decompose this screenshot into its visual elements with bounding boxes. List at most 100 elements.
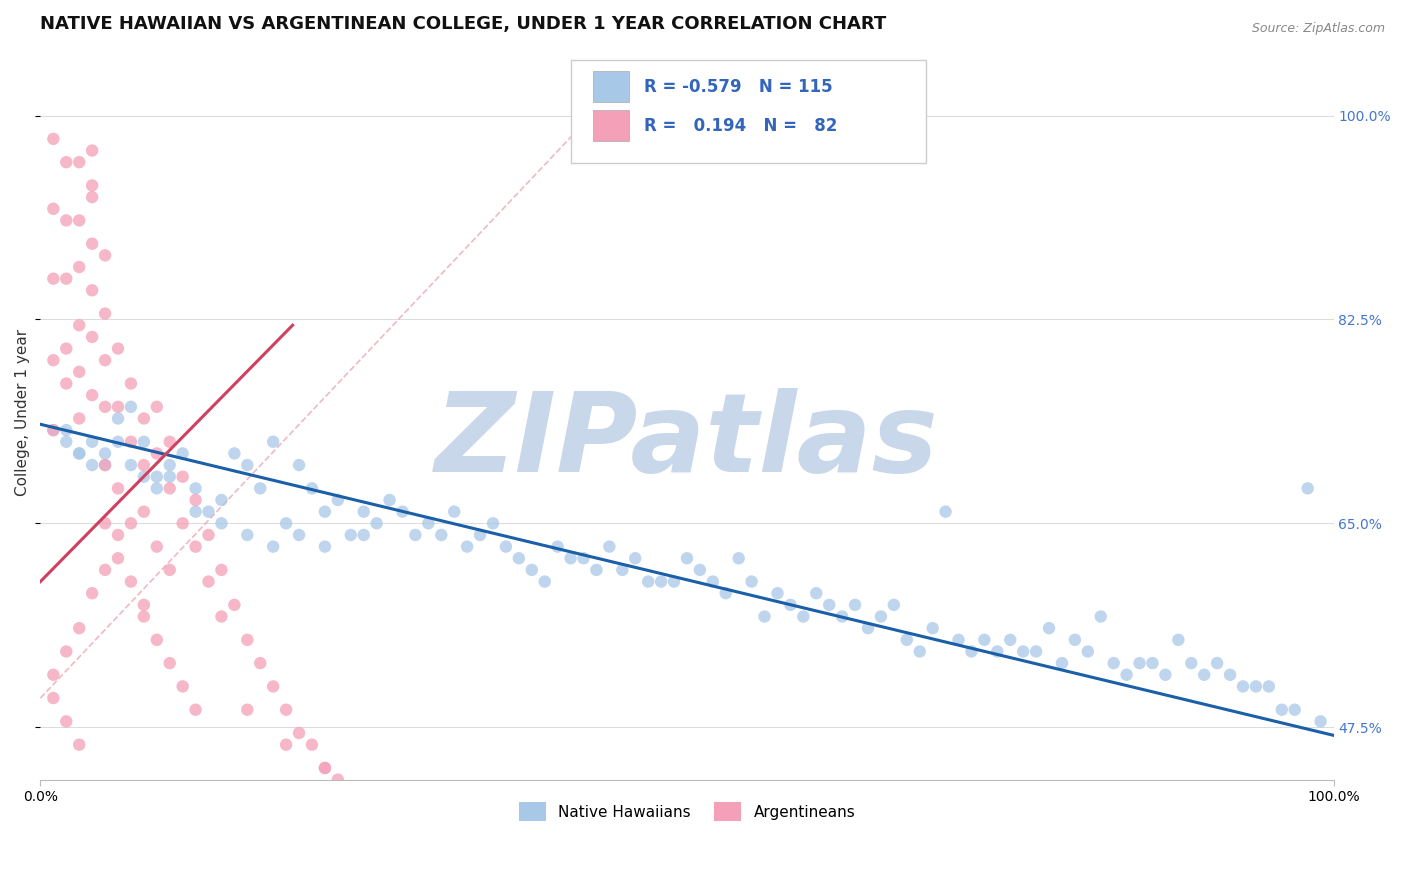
Point (159, 656, 181, 670)
Point (262, 434, 284, 449)
Point (94, 563, 117, 577)
Point (146, 481, 169, 495)
Point (1271, 703, 1294, 717)
Point (67, 260, 90, 274)
Point (585, 563, 607, 577)
Point (274, 738, 297, 752)
Point (236, 703, 259, 717)
Point (146, 446, 169, 460)
Point (42, 271, 65, 285)
Point (55, 271, 77, 285)
Point (520, 563, 543, 577)
Point (82, 236, 104, 251)
Point (146, 540, 169, 554)
Point (1025, 644, 1047, 658)
Point (82, 178, 104, 193)
Point (1180, 656, 1202, 670)
Point (418, 516, 440, 531)
Point (211, 563, 233, 577)
Point (236, 632, 259, 647)
Point (430, 528, 453, 542)
Point (274, 516, 297, 531)
Point (702, 574, 724, 589)
Point (1154, 667, 1177, 681)
Point (326, 772, 349, 787)
Point (1244, 680, 1267, 694)
Point (67, 155, 90, 169)
Point (650, 574, 672, 589)
Point (82, 283, 104, 297)
Point (132, 469, 155, 483)
Point (935, 505, 957, 519)
Point (132, 598, 155, 612)
Point (908, 644, 931, 658)
Point (107, 551, 129, 566)
Point (443, 505, 465, 519)
Point (288, 528, 311, 542)
Point (676, 551, 699, 566)
Text: R =   0.194   N =   82: R = 0.194 N = 82 (644, 117, 838, 135)
Point (1257, 680, 1279, 694)
Point (326, 493, 349, 508)
Point (249, 656, 271, 670)
Point (184, 505, 207, 519)
Point (107, 528, 129, 542)
Point (42, 132, 65, 146)
Point (94, 516, 117, 531)
Point (132, 505, 155, 519)
Point (314, 540, 336, 554)
Point (67, 621, 90, 635)
Point (42, 353, 65, 368)
Point (197, 528, 219, 542)
Point (1232, 680, 1254, 694)
Point (146, 400, 169, 414)
Point (211, 516, 233, 531)
Point (378, 493, 401, 508)
Point (262, 680, 284, 694)
Point (172, 680, 194, 694)
Point (42, 691, 65, 706)
Point (948, 632, 970, 647)
Point (132, 609, 155, 624)
Point (921, 621, 943, 635)
Point (533, 574, 555, 589)
Point (766, 586, 789, 600)
Point (353, 784, 375, 798)
Point (107, 400, 129, 414)
Point (1309, 714, 1331, 729)
Text: R = -0.579   N = 115: R = -0.579 N = 115 (644, 78, 832, 95)
Point (82, 330, 104, 344)
Point (146, 632, 169, 647)
Point (249, 481, 271, 495)
Point (301, 738, 323, 752)
Point (637, 574, 659, 589)
Point (236, 528, 259, 542)
Point (224, 446, 246, 460)
Point (741, 574, 763, 589)
Point (495, 540, 517, 554)
Point (94, 307, 117, 321)
Point (67, 365, 90, 379)
Point (159, 563, 181, 577)
Point (67, 411, 90, 425)
Point (792, 609, 814, 624)
Point (55, 213, 77, 227)
Point (67, 446, 90, 460)
Point (366, 516, 388, 531)
Point (82, 144, 104, 158)
Point (67, 738, 90, 752)
Point (353, 505, 375, 519)
Point (42, 423, 65, 437)
Point (662, 574, 685, 589)
Point (82, 388, 104, 402)
Text: ZIPatlas: ZIPatlas (434, 389, 939, 495)
Point (120, 516, 142, 531)
Point (482, 516, 505, 531)
Point (107, 434, 129, 449)
Point (184, 703, 207, 717)
Point (197, 505, 219, 519)
Point (1206, 656, 1229, 670)
Point (274, 703, 297, 717)
Point (55, 423, 77, 437)
Point (883, 598, 905, 612)
